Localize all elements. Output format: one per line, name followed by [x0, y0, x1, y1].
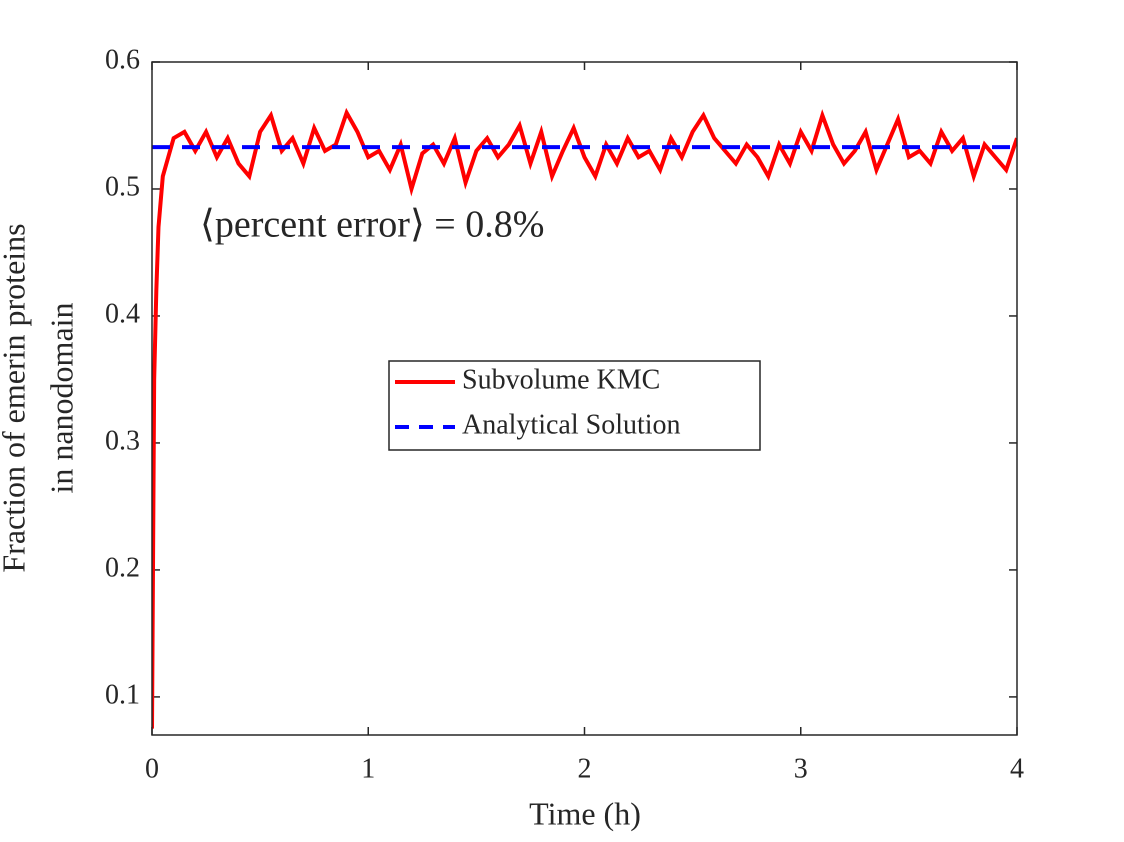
- series-line: [152, 107, 1017, 729]
- annotation: ⟨percent error⟩ = 0.8%: [200, 204, 544, 246]
- y-tick-label: 0.1: [105, 679, 140, 710]
- legend-box: [388, 360, 761, 451]
- x-tick-label: 2: [578, 753, 592, 784]
- x-axis-label: Time (h): [529, 795, 641, 831]
- legend-label: Analytical Solution: [462, 409, 681, 440]
- y-tick-label: 0.3: [105, 425, 140, 456]
- x-tick-label: 1: [361, 753, 375, 784]
- y-tick-label: 0.5: [105, 171, 140, 202]
- y-tick-label: 0.6: [105, 44, 140, 75]
- x-tick-label: 3: [794, 753, 808, 784]
- y-tick-label: 0.4: [105, 298, 140, 329]
- y-axis-label: Fraction of emerin proteins: [0, 223, 31, 572]
- y-tick-label: 0.2: [105, 552, 140, 583]
- y-axis-label: in nanodomain: [43, 302, 79, 493]
- x-tick-label: 4: [1010, 753, 1024, 784]
- legend-label: Subvolume KMC: [462, 364, 660, 395]
- x-tick-label: 0: [145, 753, 159, 784]
- plot-frame: [151, 61, 1018, 736]
